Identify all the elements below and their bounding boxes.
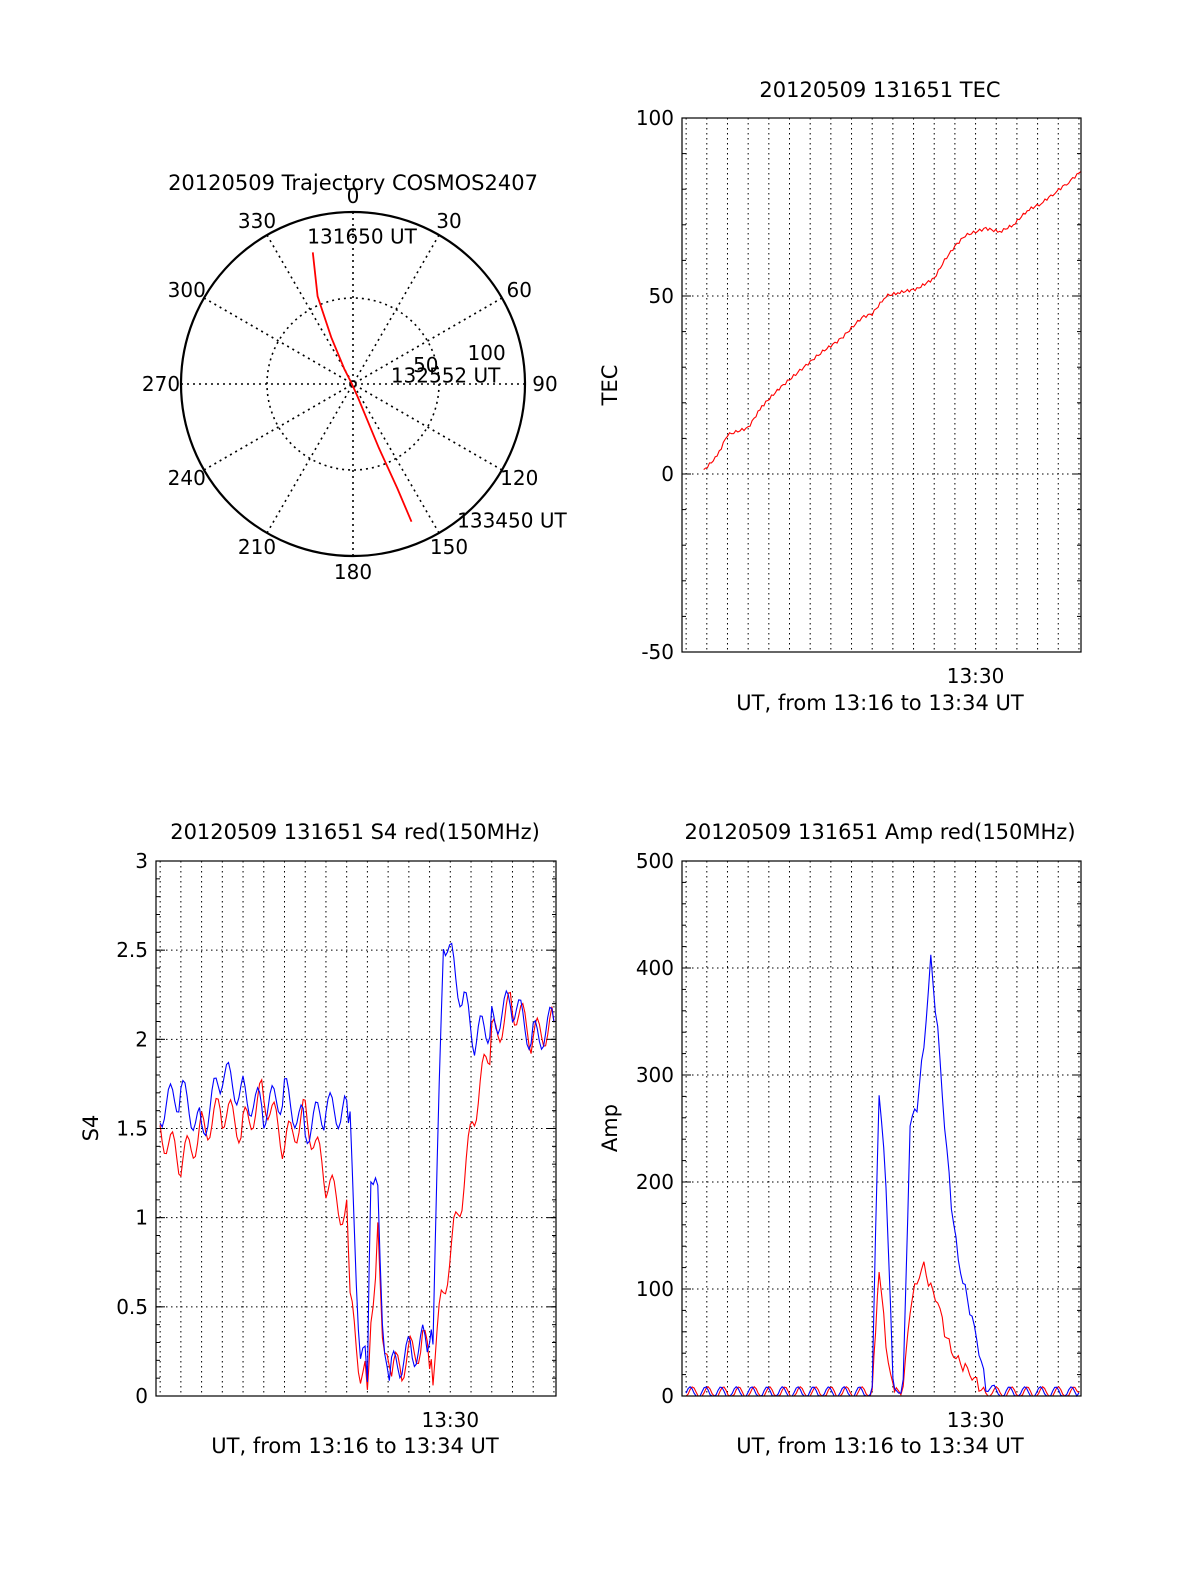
polar-angle-label: 330 [238,209,276,233]
y-tick-label: 0.5 [116,1295,148,1319]
polar-radius-label: 50 [413,353,438,377]
amp-title: 20120509 131651 Amp red(150MHz) [684,820,1075,844]
tec-ylabel: TEC [598,365,622,407]
series-line [159,942,555,1383]
amp-panel: 20120509 131651 Amp red(150MHz) 0 100 200 3… [598,820,1082,1458]
polar-angle-label: 90 [532,372,557,396]
polar-angle-label: 270 [142,372,180,396]
polar-angle-labels: 0 30 60 90 120 150 180 210 240 270 300 330 [142,184,558,584]
plot-frame [681,117,1082,653]
trajectory-time-label: 131650 UT [307,224,417,248]
amp-xlabel: UT, from 13:16 to 13:34 UT [736,1434,1024,1458]
trajectory-time-label: 133450 UT [457,508,567,532]
tec-title: 20120509 131651 TEC [759,78,1000,102]
amp-ylabel: Amp [598,1104,622,1152]
polar-trajectory [311,252,413,523]
y-tick-label: 50 [649,284,674,308]
x-tick-label: 13:30 [421,1408,479,1432]
trajectory-time-label: 132552 UT [391,364,501,388]
plot-frame [681,860,1082,1397]
y-tick-label: 2 [135,1027,148,1051]
y-tick-label: -50 [641,640,674,664]
polar-annotations: 131650 UT 132552 UT 133450 UT [307,224,567,532]
y-tick-label: 0 [661,1384,674,1408]
tec-panel: 20120509 131651 TEC -50 0 50 100 13:30 TEC U… [598,78,1082,715]
y-tick-label: 1 [135,1206,148,1230]
polar-angle-label: 180 [334,560,372,584]
series-line [159,991,555,1390]
y-tick-label: 100 [636,1277,674,1301]
s4-plot: 0 0.5 1 1.5 2 2.5 3 13:30 [116,849,557,1432]
polar-angle-label: 300 [168,278,206,302]
tec-xlabel: UT, from 13:16 to 13:34 UT [736,691,1024,715]
x-tick-label: 13:30 [947,664,1005,688]
y-tick-label: 300 [636,1063,674,1087]
polar-angle-label: 60 [507,278,532,302]
y-tick-label: 400 [636,956,674,980]
y-tick-label: 0 [661,462,674,486]
polar-title: 20120509 Trajectory COSMOS2407 [168,171,538,195]
polar-grid [179,210,527,558]
y-tick-label: 500 [636,849,674,873]
polar-angle-label: 0 [347,184,360,208]
polar-angle-label: 240 [168,466,206,490]
tec-plot: -50 0 50 100 13:30 [636,106,1082,688]
series-line [685,1261,1080,1397]
polar-angle-label: 120 [500,466,538,490]
y-tick-label: 2.5 [116,938,148,962]
polar-angle-label: 30 [436,209,461,233]
series-line [703,170,1082,471]
y-tick-label: 1.5 [116,1117,148,1141]
trajectory-line [311,252,413,523]
y-tick-label: 3 [135,849,148,873]
polar-radius-labels: 50 100 [413,341,506,377]
polar-radius-label: 100 [468,341,506,365]
y-tick-label: 0 [135,1384,148,1408]
polar-angle-label: 150 [430,535,468,559]
polar-angle-label: 210 [238,535,276,559]
s4-xlabel: UT, from 13:16 to 13:34 UT [211,1434,499,1458]
amp-plot: 0 100 200 300 400 500 13:30 [636,849,1082,1432]
y-tick-label: 100 [636,106,674,130]
y-tick-label: 200 [636,1170,674,1194]
s4-ylabel: S4 [79,1115,103,1142]
x-tick-label: 13:30 [947,1408,1005,1432]
polar-panel: 20120509 Trajectory COSMOS2407 0 30 60 90 12… [142,171,568,584]
s4-panel: 20120509 131651 S4 red(150MHz) 0 0.5 1 1.5 2… [79,820,557,1458]
s4-title: 20120509 131651 S4 red(150MHz) [170,820,540,844]
